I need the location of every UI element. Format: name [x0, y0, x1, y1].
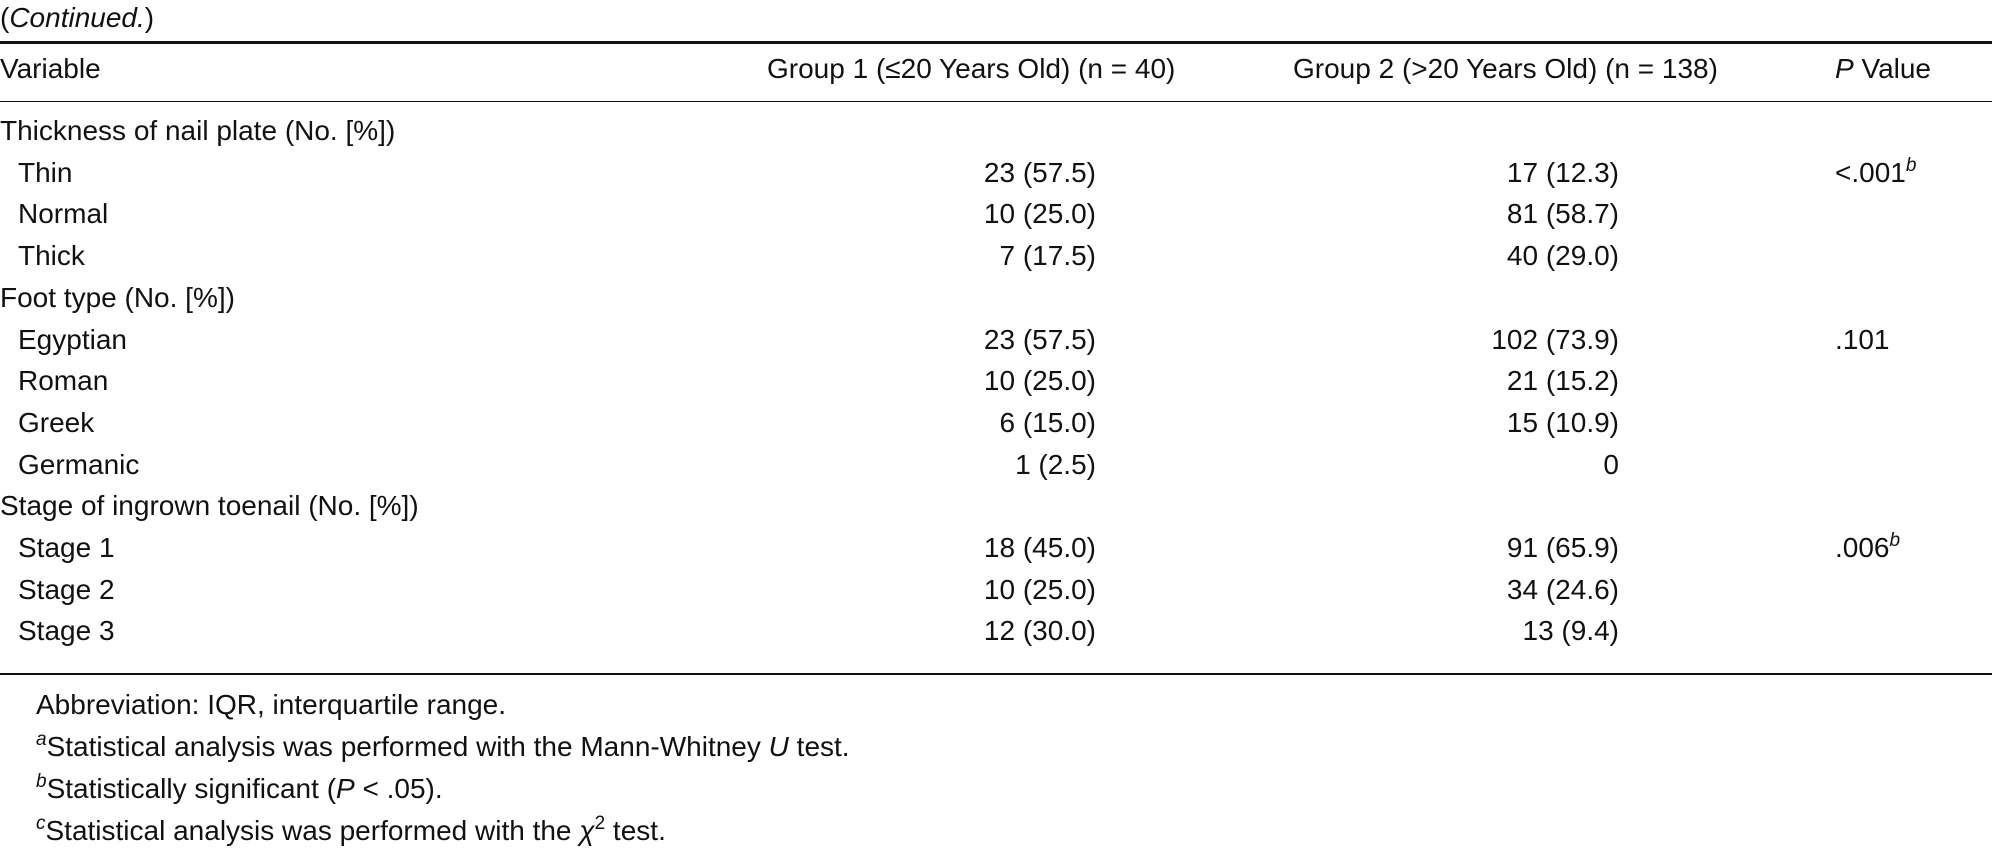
group2-value: 13 (9.4): [1522, 615, 1620, 647]
p-value-text: .101: [1835, 323, 1890, 355]
group1-value: 12 (30.0): [983, 615, 1096, 647]
footnote-text: Abbreviation: IQR, interquartile range.: [36, 689, 507, 720]
row-label: Egyptian: [18, 323, 127, 355]
group2-value: 81 (58.7): [1506, 198, 1619, 230]
group2-value: 40 (29.0): [1506, 240, 1619, 272]
header-cell: Group 1 (≤20 Years Old) (n = 40): [767, 53, 1176, 84]
p-value: .101: [1835, 323, 1890, 357]
footnote-italic: χ: [579, 815, 595, 846]
footnote-superscript: 2: [594, 813, 606, 834]
caption: (Continued.): [0, 2, 155, 33]
p-value-text: <.001: [1835, 156, 1906, 188]
group1-value: 18 (45.0): [983, 532, 1096, 563]
row-label: Stage 2: [18, 573, 115, 605]
group2-value: 21 (15.2): [1506, 365, 1619, 397]
footnote-italic: P: [336, 773, 355, 804]
group1-value: 10 (25.0): [983, 365, 1096, 397]
footnote: Abbreviation: IQR, interquartile range.: [36, 688, 506, 722]
group2-value: 17 (12.3): [1506, 156, 1619, 188]
p-value-note: b: [1889, 530, 1901, 551]
top-rule: [0, 41, 1992, 44]
row-label: Thick: [18, 240, 85, 272]
header-symbol: P: [1835, 53, 1854, 84]
footnote: cStatistical analysis was performed with…: [36, 814, 666, 848]
footnote: aStatistical analysis was performed with…: [36, 730, 850, 764]
footnote-text: Statistically significant (: [46, 773, 337, 804]
footnote-text: Statistical analysis was performed with …: [46, 731, 769, 762]
section-label: Stage of ingrown toenail (No. [%]): [0, 490, 419, 522]
p-value-note: b: [1905, 154, 1917, 176]
section-label: Thickness of nail plate (No. [%]): [0, 115, 396, 146]
row-label: Germanic: [18, 448, 140, 480]
group2-value: 102 (73.9): [1491, 323, 1619, 355]
p-value: <.001b: [1835, 156, 1916, 190]
group2-value: 34 (24.6): [1506, 573, 1619, 605]
footnote-text: test.: [605, 815, 666, 846]
group2-value: 15 (10.9): [1506, 406, 1619, 438]
bottom-rule: [0, 673, 1992, 675]
footnote-text: test.: [788, 731, 850, 762]
footnote-text: Statistical analysis was performed with …: [45, 815, 580, 846]
group1-value: 10 (25.0): [983, 198, 1096, 230]
header-cell: Variable: [0, 53, 101, 84]
footnote: bStatistically significant (P < .05).: [36, 772, 443, 806]
group1-value: 10 (25.0): [983, 573, 1096, 605]
row-label: Stage 3: [18, 615, 115, 647]
footnote-mark: a: [36, 729, 47, 750]
row-label: Roman: [18, 365, 109, 397]
group1-value: 1 (2.5): [1015, 448, 1096, 480]
footnote-mark: b: [36, 771, 47, 792]
row-label: Greek: [18, 406, 95, 438]
row-label: Normal: [18, 198, 109, 230]
p-value-text: .006: [1835, 532, 1890, 563]
header-cell: P Value: [1835, 52, 1931, 86]
header-rule: [0, 101, 1992, 102]
footnote-italic: U: [768, 731, 789, 762]
group1-value: 23 (57.5): [983, 156, 1096, 188]
caption-text: Continued.: [9, 2, 145, 33]
header-text: Value: [1861, 53, 1932, 84]
row-label: Thin: [18, 156, 73, 188]
group1-value: 6 (15.0): [999, 406, 1097, 438]
group2-value: 0: [1603, 448, 1619, 480]
footnote-mark: c: [36, 813, 46, 834]
footnote-text: < .05).: [354, 773, 443, 804]
section-label: Foot type (No. [%]): [0, 281, 235, 313]
group1-value: 23 (57.5): [983, 323, 1096, 355]
group2-value: 91 (65.9): [1506, 532, 1619, 563]
row-label: Stage 1: [18, 532, 115, 563]
group1-value: 7 (17.5): [999, 240, 1097, 272]
header-cell: Group 2 (>20 Years Old) (n = 138): [1293, 53, 1718, 84]
p-value: .006b: [1835, 531, 1900, 565]
